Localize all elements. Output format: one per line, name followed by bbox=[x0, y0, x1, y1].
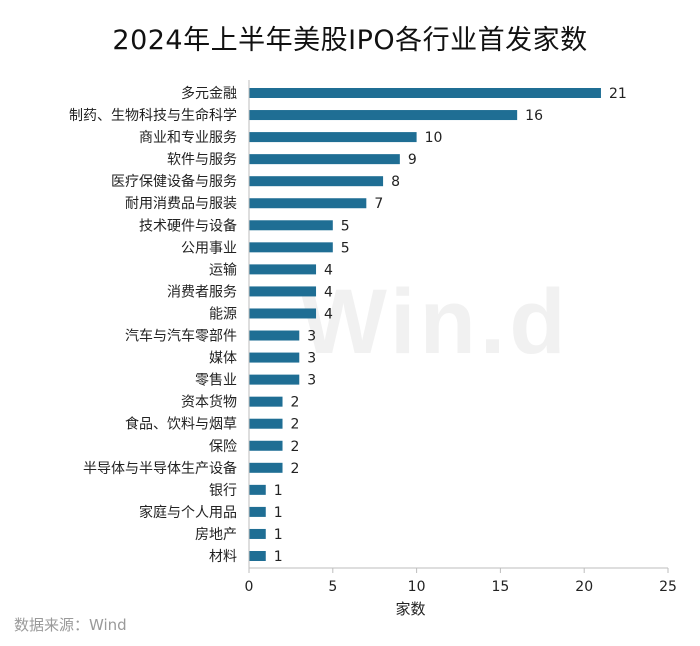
value-label: 5 bbox=[341, 218, 350, 234]
category-label: 医疗保健设备与服务 bbox=[111, 173, 237, 190]
bar bbox=[249, 110, 518, 121]
x-tick-label: 5 bbox=[328, 579, 337, 595]
category-label: 制药、生物科技与生命科学 bbox=[69, 107, 237, 124]
category-label: 运输 bbox=[209, 262, 237, 278]
category-label: 零售业 bbox=[195, 373, 237, 389]
category-label: 材料 bbox=[209, 549, 237, 565]
bar bbox=[249, 396, 283, 407]
value-label: 2 bbox=[291, 439, 300, 455]
x-tick-label: 20 bbox=[575, 579, 593, 595]
category-label: 消费者服务 bbox=[167, 284, 237, 300]
value-label: 3 bbox=[307, 329, 316, 345]
value-label: 7 bbox=[374, 196, 383, 212]
bar bbox=[249, 198, 367, 209]
bar bbox=[249, 440, 283, 451]
value-label: 2 bbox=[291, 461, 300, 477]
category-label: 半导体与半导体生产设备 bbox=[83, 460, 237, 477]
value-label: 16 bbox=[525, 108, 543, 124]
value-label: 1 bbox=[274, 505, 283, 521]
category-label: 技术硬件与设备 bbox=[139, 217, 237, 234]
value-label: 21 bbox=[609, 86, 627, 102]
category-label: 汽车与汽车零部件 bbox=[125, 328, 237, 345]
value-label: 4 bbox=[324, 306, 333, 322]
bars-layer bbox=[249, 88, 601, 561]
category-label: 耐用消费品与服装 bbox=[125, 196, 237, 212]
bar bbox=[249, 528, 266, 539]
watermark: Win.d bbox=[300, 271, 570, 373]
value-label: 4 bbox=[324, 262, 333, 278]
bar bbox=[249, 308, 317, 319]
bar bbox=[249, 154, 400, 165]
bar bbox=[249, 286, 317, 297]
value-label: 5 bbox=[341, 240, 350, 256]
x-tick-label: 10 bbox=[408, 579, 426, 595]
value-label: 2 bbox=[291, 417, 300, 433]
value-label: 8 bbox=[391, 174, 400, 190]
bar bbox=[249, 484, 266, 495]
bar bbox=[249, 264, 317, 275]
value-label: 2 bbox=[291, 395, 300, 411]
bar bbox=[249, 462, 283, 473]
value-label: 4 bbox=[324, 284, 333, 300]
chart-title: 2024年上半年美股IPO各行业首发家数 bbox=[112, 25, 588, 56]
category-label: 食品、饮料与烟草 bbox=[125, 416, 237, 433]
bar bbox=[249, 220, 333, 231]
bar bbox=[249, 551, 266, 561]
category-label: 保险 bbox=[209, 439, 237, 455]
value-label: 9 bbox=[408, 152, 417, 168]
value-label: 1 bbox=[274, 549, 283, 565]
category-label: 媒体 bbox=[209, 351, 237, 367]
category-label: 房地产 bbox=[195, 527, 237, 543]
category-label: 能源 bbox=[209, 306, 237, 322]
category-label: 公用事业 bbox=[181, 240, 237, 256]
bar bbox=[249, 418, 283, 429]
x-ticks-layer: 0 5 10 15 20 25 bbox=[245, 568, 677, 595]
x-axis-title: 家数 bbox=[395, 600, 425, 618]
value-label: 1 bbox=[274, 527, 283, 543]
bar bbox=[249, 330, 300, 341]
bar bbox=[249, 352, 300, 363]
x-tick-label: 0 bbox=[245, 579, 254, 595]
bar bbox=[249, 132, 417, 143]
x-tick-label: 25 bbox=[659, 579, 677, 595]
bar bbox=[249, 374, 300, 385]
category-label: 家庭与个人用品 bbox=[139, 504, 237, 521]
bar bbox=[249, 242, 333, 253]
category-labels-layer: 多元金融制药、生物科技与生命科学商业和专业服务软件与服务医疗保健设备与服务耐用消… bbox=[69, 85, 237, 565]
bar bbox=[249, 506, 266, 517]
category-label: 商业和专业服务 bbox=[139, 130, 237, 146]
value-label: 3 bbox=[307, 351, 316, 367]
bar bbox=[249, 176, 384, 187]
bar bbox=[249, 88, 601, 98]
category-label: 资本货物 bbox=[181, 394, 237, 411]
source-note: 数据来源：Wind bbox=[14, 616, 127, 634]
value-label: 10 bbox=[425, 130, 443, 146]
category-label: 多元金融 bbox=[181, 85, 237, 102]
value-label: 1 bbox=[274, 483, 283, 499]
category-label: 软件与服务 bbox=[167, 152, 237, 168]
value-label: 3 bbox=[307, 373, 316, 389]
x-tick-label: 15 bbox=[491, 579, 509, 595]
category-label: 银行 bbox=[209, 483, 237, 499]
